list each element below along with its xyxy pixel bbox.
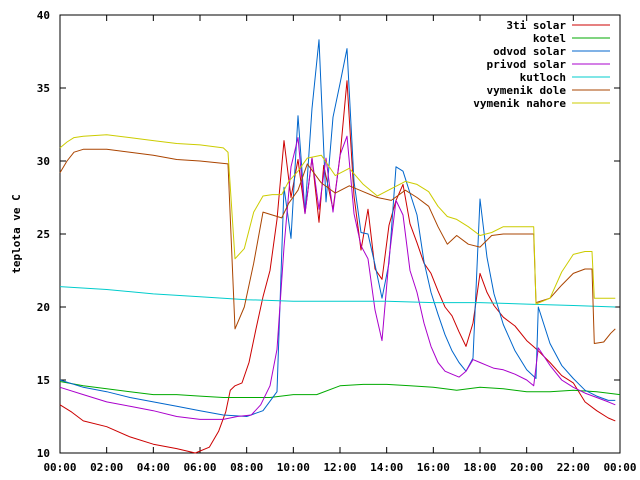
legend-label: vymenik nahore [473,97,566,110]
series-line-2 [59,39,616,417]
y-axis-label: teplota ve C [10,194,23,273]
y-tick-label: 15 [37,374,50,387]
legend-label: kotel [533,32,566,45]
legend-label: privod solar [487,58,567,71]
series-line-6 [59,134,616,305]
x-tick-label: 08:00 [230,461,263,474]
x-tick-label: 18:00 [463,461,496,474]
x-tick-label: 20:00 [510,461,543,474]
series-line-5 [59,148,616,344]
x-tick-label: 14:00 [370,461,403,474]
series-line-0 [59,80,616,454]
x-tick-label: 12:00 [323,461,356,474]
x-tick-label: 22:00 [557,461,590,474]
x-tick-label: 02:00 [90,461,123,474]
legend-label: kutloch [520,71,566,84]
series-line-4 [59,286,616,308]
x-tick-label: 00:00 [43,461,76,474]
legend-label: 3ti solar [506,19,566,32]
y-tick-label: 40 [37,9,50,22]
y-tick-label: 20 [37,301,50,314]
x-tick-label: 00:00 [603,461,636,474]
x-tick-label: 16:00 [417,461,450,474]
y-tick-label: 25 [37,228,50,241]
x-tick-label: 04:00 [137,461,170,474]
y-tick-label: 10 [37,447,50,460]
series-lines [59,39,621,454]
y-tick-label: 35 [37,82,50,95]
legend-label: vymenik dole [487,84,567,97]
series-line-1 [59,381,621,398]
y-tick-label: 30 [37,155,50,168]
axis-ticks: 00:00 02:00 04:00 06:00 08:00 10:00 12:00 14:00… [37,9,637,474]
x-tick-label: 10:00 [277,461,310,474]
legend-label: odvod solar [493,45,566,58]
x-tick-label: 06:00 [183,461,216,474]
series-line-3 [59,135,616,420]
